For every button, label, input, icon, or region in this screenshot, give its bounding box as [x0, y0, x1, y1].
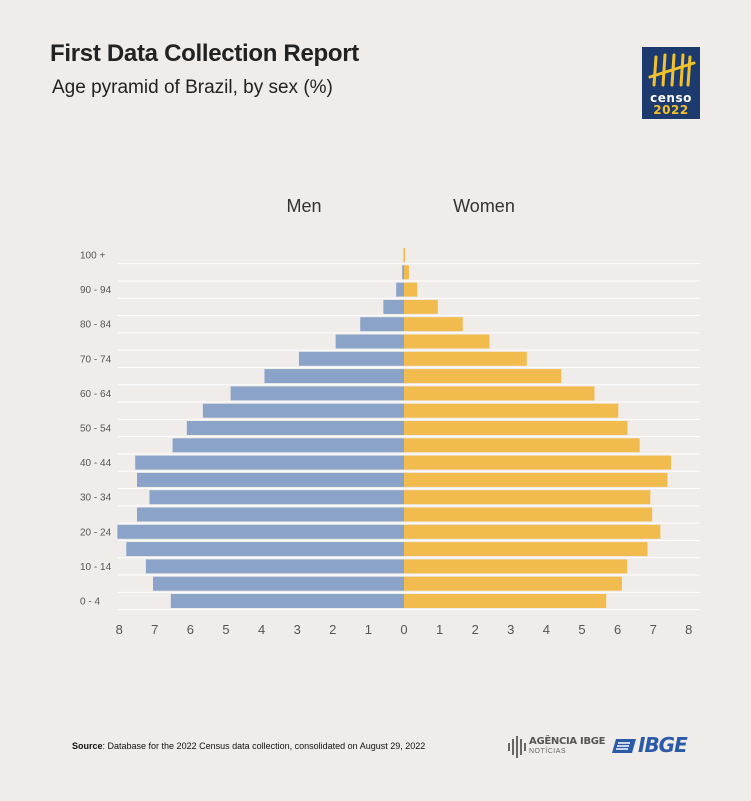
bar-men-80-84	[360, 317, 404, 332]
logo-word: censo	[650, 91, 692, 105]
y-tick-label: 40 - 44	[80, 458, 112, 469]
y-tick-label: 80 - 84	[80, 320, 112, 331]
x-tick-label: 5	[578, 622, 585, 637]
logo-year: 2022	[653, 103, 689, 117]
bar-men-5-9	[153, 576, 404, 591]
x-tick-label: 4	[258, 622, 265, 637]
censo-2022-logo: censo 2022	[642, 47, 700, 119]
bar-men-75-79	[335, 334, 404, 349]
bar-women-95-99	[404, 265, 409, 280]
chart-title: First Data Collection Report	[50, 40, 359, 67]
bar-men-35-39	[137, 472, 404, 487]
bar-men-15-19	[126, 542, 404, 557]
bar-men-40-44	[135, 455, 404, 470]
bar-men-25-29	[137, 507, 404, 522]
y-tick-label: 50 - 54	[80, 424, 112, 435]
bar-women-70-74	[404, 351, 527, 366]
x-tick-label: 2	[329, 622, 336, 637]
source-note: Source: Database for the 2022 Census dat…	[72, 741, 425, 751]
bar-women-80-84	[404, 317, 463, 332]
x-tick-label: 8	[685, 622, 692, 637]
x-tick-label: 7	[650, 622, 657, 637]
y-tick-label: 30 - 34	[80, 493, 112, 504]
bar-men-45-49	[172, 438, 404, 453]
x-tick-label: 3	[507, 622, 514, 637]
bar-men-95-99	[402, 265, 404, 280]
x-tick-label: 6	[614, 622, 621, 637]
x-tick-label: 3	[294, 622, 301, 637]
bar-women-55-59	[404, 403, 619, 418]
bar-women-90-94	[404, 282, 418, 297]
bar-men-30-34	[149, 490, 404, 505]
bar-women-50-54	[404, 421, 628, 435]
x-tick-label: 8	[116, 622, 123, 637]
bar-women-5-9	[404, 576, 622, 591]
source-text: : Database for the 2022 Census data coll…	[102, 741, 426, 751]
bar-men-55-59	[202, 403, 404, 418]
x-tick-label: 6	[187, 622, 194, 637]
series-label-men: Men	[286, 196, 321, 216]
bar-women-75-79	[404, 334, 490, 349]
agencia-ibge-logo: AGÊNCIA IBGE NOTÍCIAS	[507, 733, 607, 761]
x-tick-label: 2	[472, 622, 479, 637]
x-tick-label: 5	[222, 622, 229, 637]
agencia-subtitle: NOTÍCIAS	[529, 748, 567, 755]
bar-women-40-44	[404, 455, 671, 470]
bar-men-0-4	[170, 594, 404, 608]
bar-men-70-74	[298, 351, 404, 366]
bar-women-65-69	[404, 369, 562, 384]
bar-women-20-24	[404, 524, 661, 539]
bar-men-90-94	[396, 282, 404, 297]
y-tick-label: 20 - 24	[80, 527, 112, 538]
bar-women-30-34	[404, 490, 651, 505]
bar-women-10-14	[404, 559, 628, 574]
bar-women-0-4	[404, 594, 607, 608]
y-tick-label: 100 +	[80, 251, 105, 262]
x-tick-label: 7	[151, 622, 158, 637]
ibge-logo: IBGE	[612, 733, 704, 757]
bar-men-10-14	[145, 559, 404, 574]
chart-subtitle: Age pyramid of Brazil, by sex (%)	[52, 77, 333, 98]
y-tick-label: 60 - 64	[80, 389, 112, 400]
bar-women-15-19	[404, 542, 648, 557]
x-tick-label: 1	[365, 622, 372, 637]
bar-men-85-89	[383, 299, 404, 314]
agencia-title: AGÊNCIA IBGE	[529, 736, 606, 747]
y-tick-label: 90 - 94	[80, 285, 112, 296]
y-tick-label: 10 - 14	[80, 562, 112, 573]
source-label: Source	[72, 741, 103, 751]
ibge-wordmark: IBGE	[638, 733, 688, 757]
agencia-bars-icon	[508, 736, 526, 758]
y-tick-label: 70 - 74	[80, 354, 112, 365]
x-tick-label: 1	[436, 622, 443, 637]
bar-women-100	[404, 248, 406, 262]
tally-marks-icon	[648, 53, 696, 87]
x-tick-label: 4	[543, 622, 550, 637]
bar-women-25-29	[404, 507, 653, 522]
bar-men-60-64	[230, 386, 404, 401]
y-tick-label: 0 - 4	[80, 597, 100, 608]
ibge-emblem-icon	[612, 739, 636, 753]
bar-men-50-54	[186, 421, 404, 435]
bar-men-20-24	[117, 524, 405, 539]
bar-women-85-89	[404, 299, 438, 314]
bar-women-60-64	[404, 386, 595, 401]
bar-men-65-69	[264, 369, 404, 384]
bar-women-45-49	[404, 438, 640, 453]
series-label-women: Women	[453, 196, 515, 216]
x-tick-label: 0	[400, 622, 407, 637]
bar-women-35-39	[404, 472, 668, 487]
